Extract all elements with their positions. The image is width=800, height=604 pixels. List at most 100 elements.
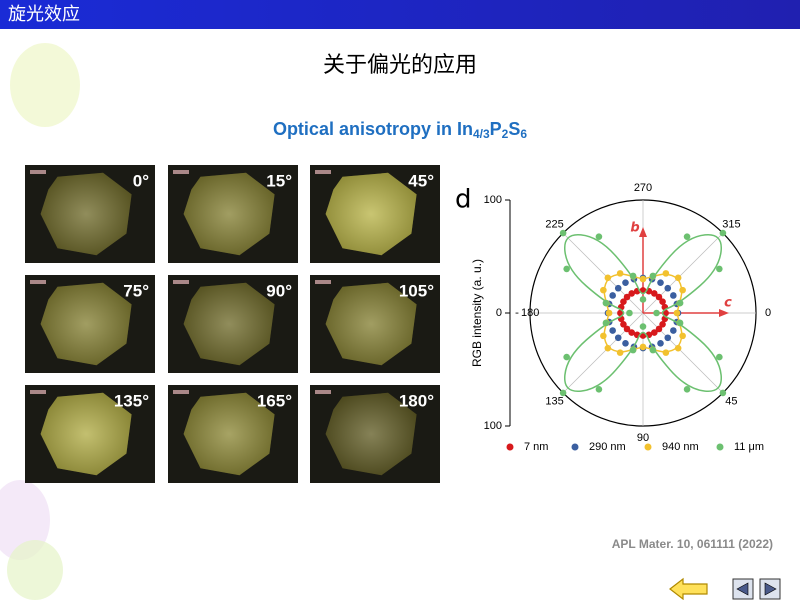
grid-line (562, 232, 644, 314)
data-point (674, 274, 682, 282)
header-title: 旋光效应 (8, 4, 80, 25)
subscript: 2 (502, 127, 509, 141)
scale-bar (173, 280, 189, 284)
data-point (683, 386, 691, 393)
grid-line (562, 312, 644, 394)
data-point (655, 325, 663, 333)
polar-chart: d 0 45 90 135 180 225 270 315 100 0 100 - RGB intensi… (455, 182, 771, 453)
nav-next[interactable] (759, 578, 781, 600)
data-point (662, 349, 670, 356)
data-point (657, 340, 664, 347)
data-point (683, 233, 691, 240)
data-point (604, 274, 612, 282)
data-point (653, 309, 660, 317)
angle-tick-label: 0 (765, 307, 771, 319)
subtitle-part: Optical anisotropy in In (273, 119, 473, 139)
panel-label: d (455, 185, 472, 215)
angle-label: 105° (399, 281, 434, 300)
data-point (563, 353, 570, 361)
data-point (639, 275, 647, 283)
scale-bar (30, 170, 46, 174)
fit-curve (564, 234, 722, 392)
axis-annotation: c (724, 296, 732, 311)
angle-tick-label: 90 (637, 432, 649, 444)
grid-line (642, 312, 724, 394)
crystal-shade (40, 172, 132, 256)
data-point (563, 265, 570, 273)
fit-curve (603, 273, 683, 353)
scale-bar (173, 170, 189, 174)
slide-title: 关于偏光的应用 (323, 53, 477, 78)
grid-line (642, 232, 724, 314)
data-point (600, 332, 607, 340)
data-point (559, 229, 567, 237)
prev-icon (736, 582, 749, 596)
data-point (623, 325, 631, 333)
angle-label: 75° (123, 281, 149, 300)
data-point (639, 323, 647, 330)
scale-bar (315, 390, 331, 394)
citation: APL Mater. 10, 061111 (2022) (612, 537, 773, 551)
data-point (620, 321, 627, 328)
crystal-shade (40, 282, 132, 366)
legend-label: 7 nm (524, 441, 548, 453)
data-point (679, 286, 686, 294)
angle-tick-label: 45 (725, 395, 737, 407)
decoration (10, 43, 80, 127)
data-point (629, 346, 637, 354)
crystal-shade (325, 172, 417, 256)
subscript: 6 (520, 127, 527, 141)
nav-prev[interactable] (732, 578, 754, 600)
header-bar (0, 0, 800, 29)
data-point (559, 389, 567, 397)
data-point (609, 292, 616, 299)
angle-label: 45° (408, 171, 434, 190)
angle-tick-label: 315 (722, 219, 740, 231)
data-point (628, 290, 635, 297)
data-point (602, 319, 610, 327)
r-axis-label: RGB intensity (a. u.) (470, 259, 484, 367)
crystal-shade (325, 282, 417, 366)
crystal-shade (183, 282, 275, 366)
angle-label: 0° (133, 171, 149, 190)
data-point (651, 329, 658, 336)
legend-swatch (716, 443, 724, 451)
subtitle-part: P (490, 119, 502, 139)
nav-back[interactable] (669, 577, 708, 601)
crystal-shade (40, 392, 132, 476)
data-point (664, 284, 672, 292)
data-point (651, 290, 658, 297)
data-point (604, 344, 612, 352)
data-point (602, 299, 610, 307)
subscript: 4/3 (473, 127, 490, 141)
legend-swatch (571, 443, 579, 451)
data-point (676, 299, 684, 307)
back-arrow[interactable] (669, 577, 708, 601)
crystal-shade (325, 392, 417, 476)
angle-label: 15° (266, 171, 292, 190)
data-point (616, 270, 624, 277)
data-point (673, 309, 681, 317)
data-point (670, 292, 677, 299)
data-point (622, 279, 629, 286)
legend-label: 11 μm (734, 441, 764, 453)
data-point (716, 265, 723, 273)
r-tick-label: 0 (496, 307, 502, 319)
scale-bar (173, 390, 189, 394)
data-point (664, 334, 672, 342)
arrow-head (639, 227, 647, 237)
data-point (600, 286, 607, 294)
crystal-shade (183, 392, 275, 476)
legend-label: 290 nm (589, 441, 626, 453)
data-point (616, 349, 624, 356)
micrograph-grid: 0° 15° 45° 75° 90° 105° 135° 165° 180° (25, 165, 440, 483)
data-point (628, 329, 635, 336)
data-point (649, 346, 657, 354)
data-point (595, 233, 603, 240)
data-point (657, 279, 664, 286)
arrow-head (719, 309, 729, 317)
data-point (629, 272, 637, 280)
data-point (623, 293, 631, 301)
data-point (716, 353, 723, 361)
